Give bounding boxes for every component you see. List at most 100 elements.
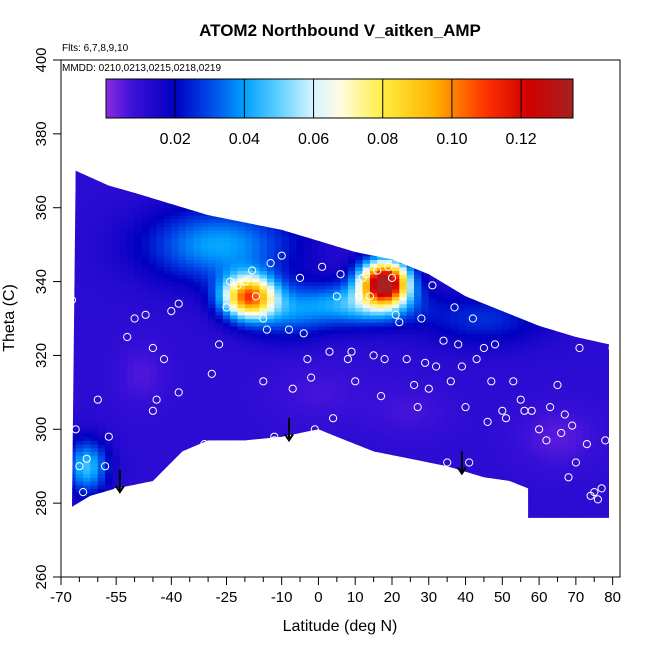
heatmap-cell (230, 495, 239, 501)
heatmap-cell (237, 296, 246, 301)
heatmap-cell (193, 425, 202, 430)
heatmap-cell (384, 204, 393, 209)
heatmap-cell (252, 355, 261, 360)
heatmap-cell (421, 510, 430, 515)
heatmap-cell (318, 178, 327, 183)
heatmap-cell (193, 466, 202, 471)
heatmap-cell (72, 240, 77, 246)
heatmap-cell (311, 307, 320, 312)
heatmap-cell (163, 211, 172, 216)
heatmap-cell (127, 215, 136, 220)
heatmap-cell (355, 522, 363, 526)
heatmap-cell (237, 263, 246, 268)
heatmap-cell (341, 163, 349, 167)
heatmap-cell (142, 518, 150, 522)
heatmap-cell (200, 266, 209, 272)
heatmap-cell (230, 329, 239, 334)
heatmap-cell (340, 469, 349, 475)
heatmap-cell (414, 373, 423, 379)
heatmap-cell (428, 344, 437, 349)
heatmap-cell (97, 200, 106, 205)
heatmap-cell (97, 270, 106, 275)
heatmap-cell (274, 307, 283, 312)
heatmap-cell (222, 396, 231, 401)
heatmap-cell (90, 403, 99, 408)
heatmap-cell (156, 432, 165, 438)
heatmap-cell (244, 318, 253, 323)
heatmap-cell (252, 303, 261, 309)
heatmap-cell (149, 447, 158, 453)
heatmap-cell (318, 300, 327, 305)
heatmap-cell (112, 495, 121, 501)
heatmap-cell (311, 266, 320, 272)
heatmap-cell (134, 444, 143, 449)
heatmap-cell (289, 366, 297, 371)
heatmap-cell (311, 185, 320, 190)
heatmap-cell (296, 514, 305, 518)
heatmap-cell (391, 392, 400, 397)
heatmap-cell (303, 477, 312, 482)
heatmap-cell (391, 277, 400, 283)
heatmap-cell (149, 421, 158, 427)
heatmap-cell (230, 414, 239, 419)
heatmap-cell (186, 396, 194, 401)
heatmap-cell (414, 170, 423, 176)
heatmap-cell (340, 281, 349, 286)
heatmap-cell (112, 336, 121, 342)
heatmap-cell (193, 410, 202, 416)
heatmap-cell (72, 178, 77, 183)
heatmap-cell (112, 432, 121, 438)
heatmap-cell (311, 495, 320, 501)
heatmap-cell (414, 226, 423, 231)
heatmap-cell (436, 300, 445, 305)
heatmap-cell (208, 355, 217, 360)
heatmap-cell (193, 348, 202, 353)
heatmap-cell (259, 451, 268, 456)
heatmap-cell (406, 359, 415, 364)
heatmap-cell (325, 492, 334, 497)
heatmap-cell (171, 174, 180, 179)
heatmap-cell (407, 518, 415, 522)
heatmap-cell (414, 281, 423, 286)
heatmap-cell (406, 329, 415, 334)
heatmap-cell (428, 444, 437, 449)
heatmap-cell (72, 488, 77, 493)
heatmap-cell (141, 196, 150, 201)
heatmap-cell (259, 229, 268, 235)
heatmap-cell (178, 307, 187, 312)
heatmap-cell (391, 458, 400, 464)
heatmap-cell (72, 222, 77, 227)
heatmap-cell (266, 189, 275, 194)
heatmap-cell (259, 466, 268, 471)
heatmap-cell (436, 233, 445, 238)
heatmap-cell (326, 518, 334, 522)
heatmap-cell (318, 263, 327, 268)
heatmap-cell (186, 432, 194, 438)
heatmap-cell (296, 185, 305, 190)
heatmap-cell (105, 522, 113, 526)
heatmap-cell (347, 355, 356, 360)
heatmap-cell (347, 248, 356, 253)
heatmap-cell (281, 447, 290, 453)
heatmap-cell (274, 514, 283, 518)
heatmap-cell (289, 377, 297, 382)
heatmap-cell (355, 492, 364, 497)
heatmap-cell (428, 377, 437, 382)
heatmap-cell (406, 185, 415, 190)
heatmap-cell (208, 170, 217, 176)
heatmap-cell (274, 359, 283, 364)
heatmap-cell (311, 322, 320, 327)
heatmap-cell (259, 237, 268, 242)
heatmap-cell (200, 477, 209, 482)
heatmap-cell (72, 455, 77, 460)
heatmap-cell (141, 181, 150, 187)
heatmap-cell (208, 207, 217, 212)
heatmap-cell (230, 303, 239, 309)
heatmap-cell (237, 366, 246, 371)
heatmap-cell (274, 292, 283, 297)
heatmap-cell (333, 444, 342, 449)
heatmap-cell (259, 488, 268, 493)
heatmap-cell (208, 480, 217, 486)
heatmap-cell (97, 480, 106, 486)
heatmap-cell (215, 229, 224, 235)
